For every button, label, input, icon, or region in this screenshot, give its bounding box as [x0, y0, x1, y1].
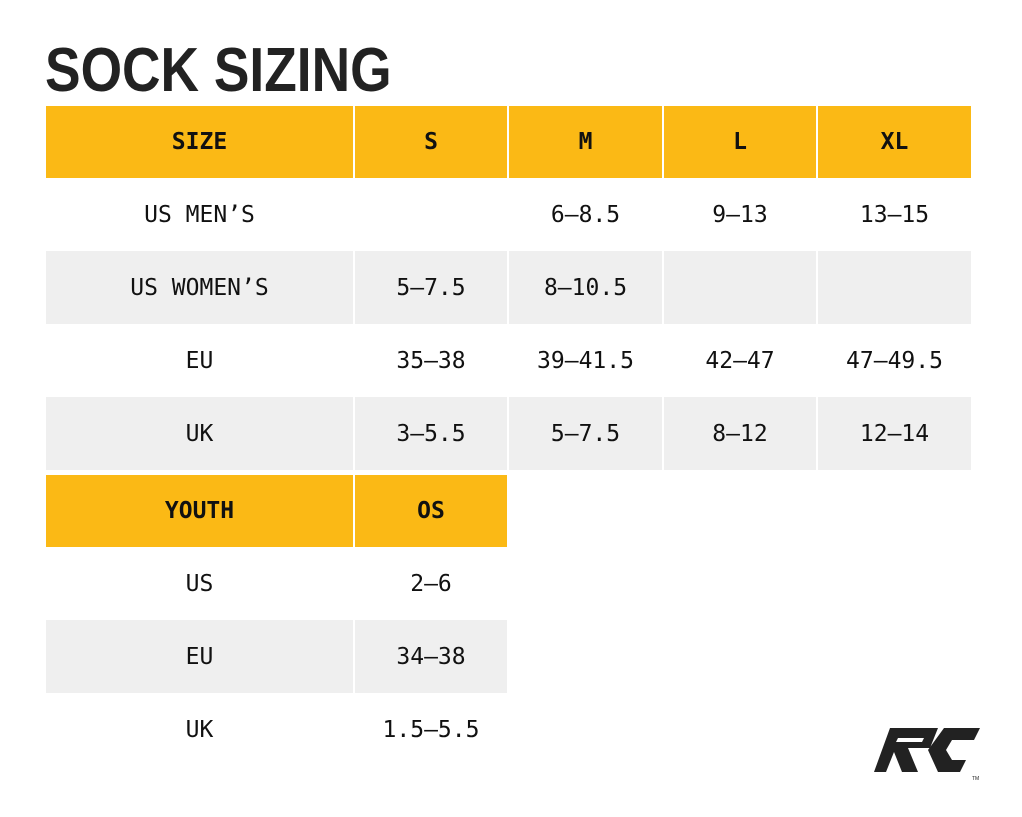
- logo-c-shape: [928, 728, 980, 772]
- table-row: US MEN’S 6–8.5 9–13 13–15: [46, 178, 971, 251]
- table-cell: 47–49.5: [846, 347, 943, 374]
- table-cell: 12–14: [818, 397, 971, 470]
- header-cell: SIZE: [46, 106, 353, 178]
- row-label: US: [185, 570, 214, 597]
- table-row: EU 35–38 39–41.5 42–47 47–49.5: [46, 324, 971, 397]
- table-row: US WOMEN’S 5–7.5 8–10.5: [46, 251, 971, 324]
- table-cell: 5–7.5: [509, 397, 662, 470]
- table-row: UK 3–5.5 5–7.5 8–12 12–14: [46, 397, 971, 470]
- row-label: US MEN’S: [144, 201, 255, 228]
- table-header-row: SIZE S M L XL: [46, 106, 971, 178]
- table-cell: 42–47: [705, 347, 775, 374]
- table-cell: 8–12: [664, 397, 816, 470]
- table-cell: 13–15: [859, 201, 930, 228]
- adult-size-table: SIZE S M L XL US MEN’S 6–8.5 9–13 13–15 …: [44, 106, 973, 470]
- row-label: US WOMEN’S: [46, 251, 353, 324]
- trademark-mark: TM: [972, 776, 979, 782]
- table-cell: 1.5–5.5: [382, 716, 480, 743]
- table-cell: 9–13: [712, 201, 768, 228]
- table-cell: 2–6: [410, 570, 452, 597]
- table-cell: 34–38: [355, 620, 507, 693]
- table-cell: 3–5.5: [355, 397, 507, 470]
- header-cell: L: [664, 106, 816, 178]
- table-cell: 5–7.5: [355, 251, 507, 324]
- row-label: UK: [46, 397, 353, 470]
- table-cell: [664, 251, 816, 324]
- header-cell: S: [355, 106, 507, 178]
- table-row: US 2–6: [46, 547, 507, 620]
- table-cell: 8–10.5: [509, 251, 662, 324]
- logo-r-inner: [896, 738, 924, 742]
- rc-logo: TM: [874, 728, 980, 782]
- header-cell: OS: [355, 475, 507, 547]
- row-label: UK: [185, 716, 214, 743]
- header-cell: YOUTH: [46, 475, 353, 547]
- table-cell: [818, 251, 971, 324]
- youth-size-table: YOUTH OS US 2–6 EU 34–38 UK 1.5–5.5: [44, 475, 509, 766]
- header-cell: XL: [818, 106, 971, 178]
- table-cell: [355, 178, 507, 251]
- row-label: EU: [185, 347, 214, 374]
- table-cell: 35–38: [396, 347, 466, 374]
- table-header-row: YOUTH OS: [46, 475, 507, 547]
- table-row: UK 1.5–5.5: [46, 693, 507, 766]
- header-cell: M: [509, 106, 662, 178]
- table-cell: 6–8.5: [550, 201, 621, 228]
- table-row: EU 34–38: [46, 620, 507, 693]
- page-title: SOCK SIZING: [45, 36, 392, 105]
- row-label: EU: [46, 620, 353, 693]
- table-cell: 39–41.5: [537, 347, 634, 374]
